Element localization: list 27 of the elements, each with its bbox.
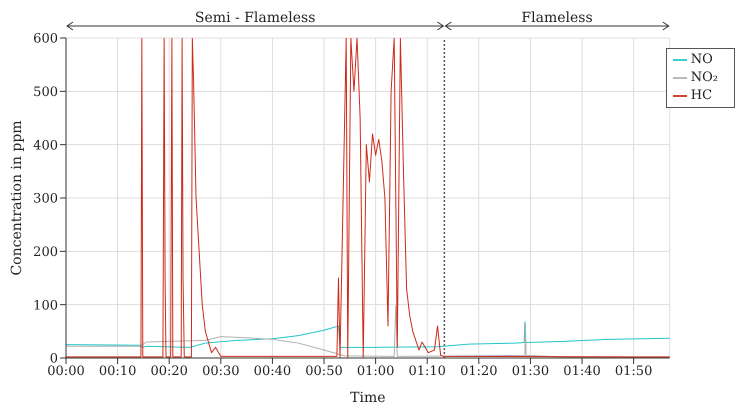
legend-label: NO xyxy=(690,52,713,67)
x-tick-label: 00:30 xyxy=(202,364,240,380)
x-tick-label: 01:40 xyxy=(563,364,601,380)
x-tick-label: 01:20 xyxy=(460,364,498,380)
text: Flameless xyxy=(521,10,593,26)
x-tick-label: 01:30 xyxy=(512,364,550,380)
line-series xyxy=(66,321,670,348)
x-tick-label: 00:20 xyxy=(150,364,188,380)
legend-label: HC xyxy=(690,88,712,103)
x-tick-label: 00:40 xyxy=(254,364,292,380)
x-axis-title: Time xyxy=(350,390,386,406)
legend-label: NO₂ xyxy=(690,70,718,85)
y-tick-label: 400 xyxy=(33,138,58,154)
y-tick-label: 300 xyxy=(33,192,58,207)
x-tick-label: 00:00 xyxy=(47,364,85,380)
x-tick-label: 01:10 xyxy=(408,364,446,380)
y-tick-label: 500 xyxy=(33,84,58,100)
y-tick-label: 100 xyxy=(33,298,58,314)
y-tick-label: 600 xyxy=(33,32,58,47)
x-tick-label: 00:50 xyxy=(305,364,343,380)
text: Semi - Flameless xyxy=(194,10,316,26)
y-tick-label: 0 xyxy=(50,352,58,367)
y-axis-title: Concentration in ppm xyxy=(8,120,25,276)
y-tick-label: 200 xyxy=(33,244,58,260)
x-tick-label: 01:50 xyxy=(614,364,652,380)
x-tick-label: 00:10 xyxy=(98,364,136,380)
x-tick-label: 01:00 xyxy=(356,364,394,380)
